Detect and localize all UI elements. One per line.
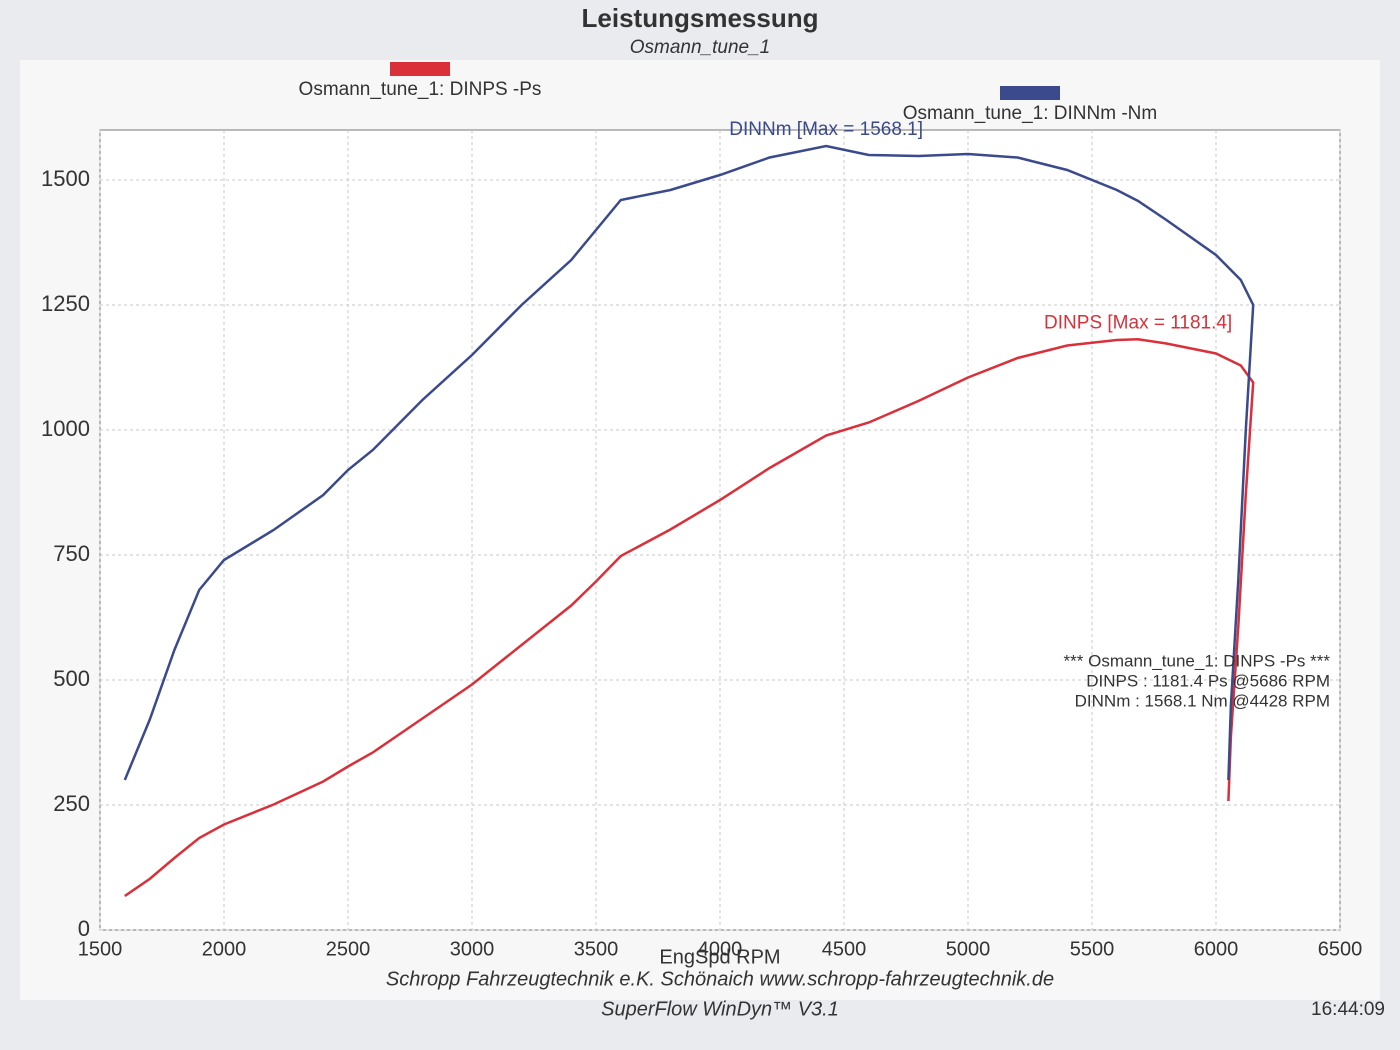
max-label: DINNm [Max = 1568.1] xyxy=(729,119,923,140)
summary-line: DINPS : 1181.4 Ps @5686 RPM xyxy=(1086,671,1330,690)
y-tick-label: 1000 xyxy=(41,416,90,441)
x-tick-label: 5500 xyxy=(1070,938,1115,960)
x-axis-label: EngSpd RPM xyxy=(659,946,780,968)
y-tick-label: 500 xyxy=(53,666,90,691)
y-tick-label: 750 xyxy=(53,541,90,566)
x-tick-label: 3500 xyxy=(574,938,619,960)
legend-swatch xyxy=(390,62,450,76)
timestamp: 16:44:09 xyxy=(1311,999,1385,1020)
chart-subtitle: Osmann_tune_1 xyxy=(630,37,771,58)
x-tick-label: 1500 xyxy=(78,938,123,960)
y-tick-label: 1500 xyxy=(41,166,90,191)
summary-line: *** Osmann_tune_1: DINPS -Ps *** xyxy=(1064,651,1331,670)
x-tick-label: 6500 xyxy=(1318,938,1363,960)
x-tick-label: 6000 xyxy=(1194,938,1239,960)
legend-swatch xyxy=(1000,86,1060,100)
chart-title: Leistungsmessung xyxy=(582,3,819,33)
footer: Schropp Fahrzeugtechnik e.K. Schönaich w… xyxy=(386,968,1054,990)
footer: SuperFlow WinDyn™ V3.1 xyxy=(601,998,839,1020)
legend-label: Osmann_tune_1: DINPS -Ps xyxy=(299,79,542,100)
y-tick-label: 1250 xyxy=(41,291,90,316)
x-tick-label: 3000 xyxy=(450,938,495,960)
y-tick-label: 0 xyxy=(78,916,90,941)
x-tick-label: 5000 xyxy=(946,938,991,960)
series-line xyxy=(124,338,1255,898)
y-tick-label: 250 xyxy=(53,791,90,816)
series-line xyxy=(123,144,1255,781)
x-tick-label: 4000 xyxy=(698,938,743,960)
x-tick-label: 2500 xyxy=(326,938,371,960)
summary-line: DINNm : 1568.1 Nm @4428 RPM xyxy=(1075,691,1330,710)
x-tick-label: 4500 xyxy=(822,938,867,960)
max-label: DINPS [Max = 1181.4] xyxy=(1044,312,1232,333)
x-tick-label: 2000 xyxy=(202,938,247,960)
legend-label: Osmann_tune_1: DINNm -Nm xyxy=(903,103,1157,124)
